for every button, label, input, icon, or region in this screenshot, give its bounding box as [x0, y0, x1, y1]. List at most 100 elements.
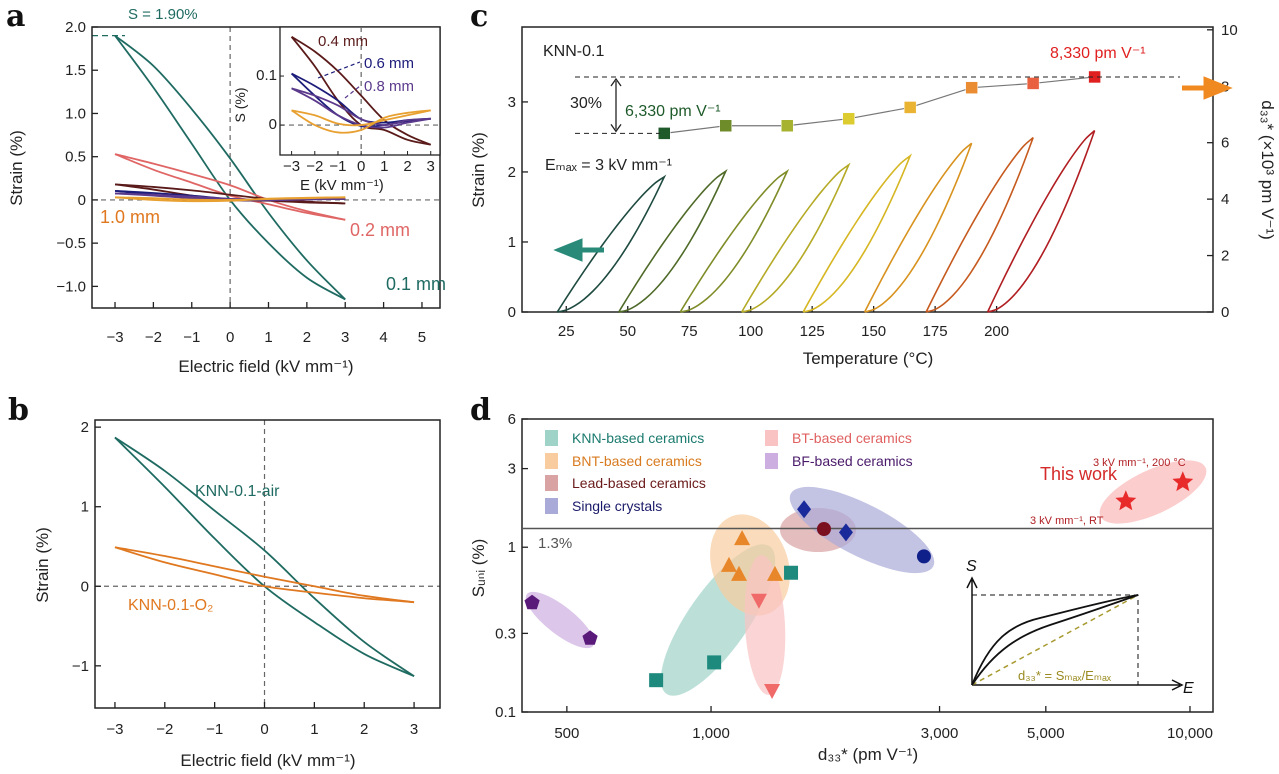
panel-d-marker-bf-based-ceramics [582, 630, 598, 645]
panel-a-xtick-label: 0 [226, 329, 234, 346]
panel-a-loop-0.1mm-branch_2 [114, 35, 346, 301]
panel-d-ytick-label: 0.1 [495, 704, 516, 721]
panel-d-marker-this-work [1172, 471, 1194, 492]
panel-a-ytick-label: −1.0 [56, 278, 86, 295]
panel-d-marker-lead-based-ceramics [816, 521, 831, 536]
legend-swatch-3 [545, 498, 558, 514]
panel-d-group-region [744, 555, 786, 695]
panel-c-xtick-label: 150 [861, 323, 886, 340]
panel-b-loop-KNN-0.1-O₂-branch_1 [114, 546, 415, 604]
panel-a-ytick-label: 2.0 [65, 19, 86, 36]
panel-d-frame [521, 418, 1214, 713]
panel-d-xtick-label: 1,000 [692, 725, 730, 742]
panel-b-xtick-label: 0 [260, 721, 268, 738]
panel-c-ytick-label: 3 [508, 94, 516, 111]
panel-d-marker-single-crystals [838, 523, 853, 542]
panel-d-group-region [1099, 460, 1207, 524]
right-axis-arrow-icon [1182, 76, 1233, 100]
panel-d-xtick-label: 3,000 [921, 725, 959, 742]
panel-b-ytick-label: 1 [81, 499, 89, 516]
legend-label-1: BNT-based ceramics [572, 453, 702, 469]
legend-swatch-5 [765, 453, 778, 469]
panel-d-ytick-label: 3 [508, 461, 516, 478]
schematic-e-axis-arrow [972, 679, 1184, 691]
panel-d-xtick-label: 500 [554, 725, 579, 742]
panel-c-ylabel: Strain (%) [469, 132, 488, 208]
inset-formula: d₃₃* = Sₘₐₓ/Eₘₐₓ [1018, 668, 1112, 683]
panel-c-ytick-label: 1 [508, 234, 516, 251]
series-label-1.0mm: 1.0 mm [100, 207, 160, 227]
panel-d-marker-bnt-based-ceramics [766, 565, 783, 581]
schematic-curve-upper [971, 594, 1139, 686]
panel-c-loop-200C [986, 130, 1096, 313]
panel-d-xtick-label: 5,000 [1027, 725, 1065, 742]
panel-c-y2tick-label: 0 [1221, 304, 1229, 321]
panel-label-c: c [470, 0, 488, 34]
inset-xlabel: E (kV mm⁻¹) [300, 177, 384, 194]
legend-label-2: Lead-based ceramics [572, 475, 706, 491]
legend-label-3: Single crystals [572, 498, 662, 514]
panel-c-loop-150C [863, 142, 973, 313]
panel-c-d33-marker-175C [1026, 77, 1040, 90]
series-label-0.2mm: 0.2 mm [350, 220, 410, 240]
panel-d-ytick-label: 6 [508, 411, 516, 428]
panel-c-d33-marker-25C [658, 127, 671, 140]
panel-b-xtick-label: 2 [360, 721, 368, 738]
inset-loop-1.0mm-branch_1 [291, 109, 431, 127]
panel-b-xtick-label: −2 [156, 721, 173, 738]
panel-d-xlabel: d₃₃* (pm V⁻¹) [818, 745, 918, 764]
panel-a-ytick-label: 0 [78, 192, 86, 209]
panel-c-xtick-label: 50 [619, 323, 636, 340]
series-label-knn-air: KNN-0.1-air [195, 483, 280, 500]
inset-ytick-label: 0 [269, 116, 277, 133]
reference-line-label: 1.3% [538, 535, 572, 552]
inset-loop-1.0mm-branch_2 [291, 109, 431, 134]
inset-xtick-label: 3 [427, 158, 435, 175]
inset-xtick-label: −3 [283, 158, 300, 175]
panel-a-xtick-label: −3 [106, 329, 123, 346]
panel-a-annotation: S = 1.90% [128, 6, 198, 23]
panel-c-loop-25C [556, 174, 667, 313]
field-label: Eₘₐₓ = 3 kV mm⁻¹ [545, 157, 672, 174]
panel-d-marker-bt-based-ceramics [750, 593, 767, 609]
panel-b-ylabel: Strain (%) [33, 527, 52, 603]
panel-a-loop-0.2mm-branch_1 [114, 153, 346, 221]
panel-a-loop-1.0mm-branch_2 [114, 196, 346, 203]
panel-label-b: b [8, 393, 29, 428]
panel-c-xtick-label: 175 [923, 323, 948, 340]
panel-c-loop-100C [741, 162, 851, 313]
schematic-d33-line [971, 594, 1139, 686]
series-label-0.4mm: 0.4 mm [318, 33, 368, 50]
panel-c-xtick-label: 25 [558, 323, 575, 340]
inset-xtick-label: 1 [380, 158, 388, 175]
high-d33-label: 8,330 pm V⁻¹ [1050, 45, 1146, 62]
inset-ytick-label: 0.1 [256, 67, 277, 84]
panel-d-marker-single-crystals [916, 549, 931, 564]
panel-b-frame [94, 419, 441, 709]
series-label-knn-o2: KNN-0.1-O₂ [128, 597, 213, 614]
series-label-0.1mm: 0.1 mm [386, 274, 446, 294]
panel-c-d33-marker-125C [903, 101, 917, 114]
inset-xtick-label: −2 [306, 158, 323, 175]
panel-c-arrowheads [610, 77, 622, 133]
legend-label-4: BT-based ceramics [792, 430, 912, 446]
schematic-s-axis-arrow [966, 576, 978, 685]
inset-loop-0.4mm-branch_1 [291, 36, 432, 146]
panel-c-y2tick-label: 2 [1221, 248, 1229, 265]
panel-b-xtick-label: 1 [310, 721, 318, 738]
panel-c-xlabel: Temperature (°C) [803, 349, 934, 368]
panel-d-marker-bt-based-ceramics [764, 683, 781, 699]
legend-swatch-1 [545, 453, 558, 469]
panel-d-marker-bnt-based-ceramics [734, 530, 751, 546]
panel-d-marker-single-crystals [797, 500, 812, 519]
panel-c-y2label: d₃₃* (×10³ pm V⁻¹) [1258, 100, 1277, 240]
left-axis-arrow-icon [553, 238, 604, 262]
panel-b-xlabel: Electric field (kV mm⁻¹) [180, 751, 355, 770]
panel-a-frame [91, 26, 441, 309]
panel-c-d33-marker-150C [965, 81, 978, 94]
panel-d-xtick-label: 10,000 [1167, 725, 1213, 742]
panel-d-marker-bnt-based-ceramics [720, 556, 737, 572]
panel-d-group-region [789, 486, 935, 574]
panel-c-ytick-label: 2 [508, 164, 516, 181]
panel-a-ylabel: Strain (%) [7, 130, 26, 206]
